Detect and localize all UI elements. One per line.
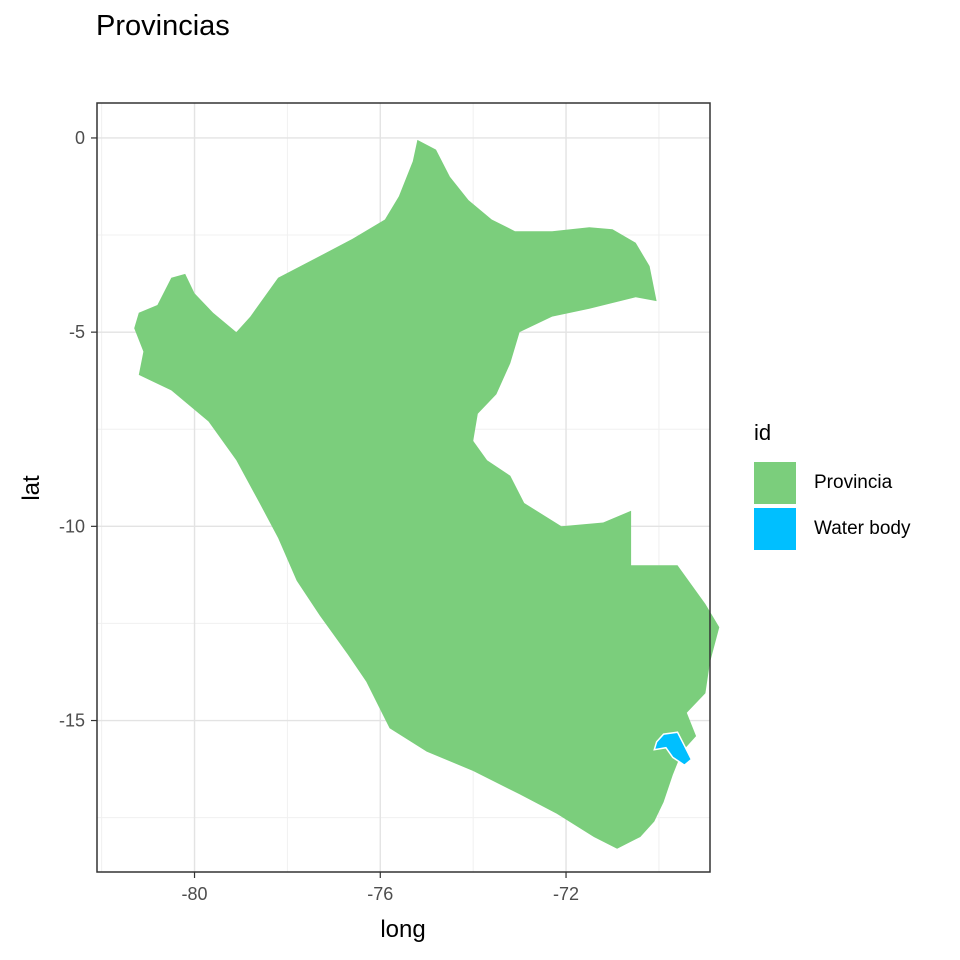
y-axis-ticks: 0 -5 -10 -15 bbox=[59, 128, 97, 731]
legend-label-provincia: Provincia bbox=[814, 472, 893, 493]
chart-title: Provincias bbox=[96, 10, 230, 42]
water-body-polygon bbox=[653, 731, 693, 767]
x-tick-label: -72 bbox=[553, 884, 579, 904]
x-axis-label: long bbox=[380, 916, 426, 943]
legend-swatch-water-body bbox=[754, 508, 796, 550]
x-tick-label: -76 bbox=[367, 884, 393, 904]
map-shapes bbox=[134, 139, 720, 849]
legend: id Provincia Water body bbox=[754, 420, 910, 552]
legend-swatch-provincia bbox=[754, 462, 796, 504]
x-tick-label: -80 bbox=[182, 884, 208, 904]
panel-border bbox=[96, 102, 711, 873]
legend-title: id bbox=[754, 420, 772, 445]
y-tick-label: -10 bbox=[59, 516, 85, 536]
legend-item-water-body: Water body bbox=[754, 506, 910, 552]
y-tick-label: -5 bbox=[69, 322, 85, 342]
x-axis-ticks: -80 -76 -72 bbox=[182, 872, 579, 904]
y-tick-label: -15 bbox=[59, 711, 85, 731]
legend-label-water-body: Water body bbox=[814, 518, 911, 539]
legend-item-provincia: Provincia bbox=[754, 460, 910, 506]
y-axis-label: lat bbox=[18, 475, 45, 501]
y-tick-label: 0 bbox=[75, 128, 85, 148]
provincia-polygon bbox=[134, 139, 720, 849]
